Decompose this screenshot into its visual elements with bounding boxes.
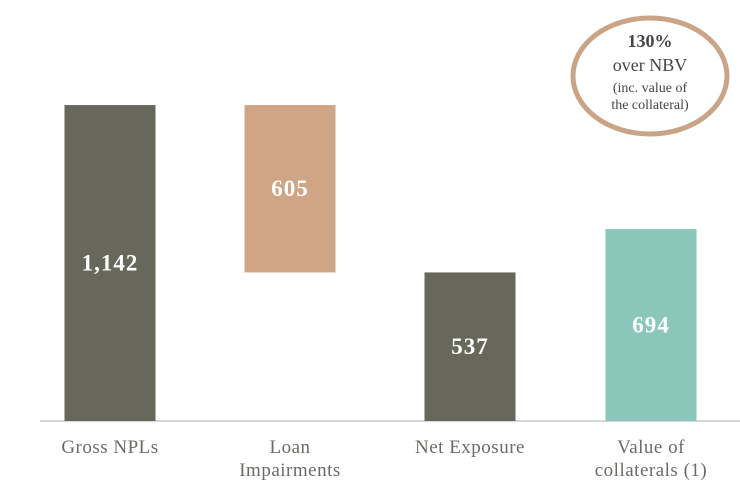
annotation-subtitle: over NBV [613,55,688,75]
bar [424,272,516,421]
annotation-line: the collateral) [611,98,689,113]
value-label: 605 [271,176,309,201]
annotation-line: (inc. value of [613,81,688,96]
value-label: 694 [632,312,670,337]
annotation-circle [570,15,730,137]
bar [605,228,697,421]
x-tick-label: Net Exposure [415,437,525,458]
bar [244,105,336,273]
x-tick-label: Loan Impairments [239,437,341,481]
bar [64,105,156,422]
annotation-title: 130% [628,31,673,51]
value-label: 1,142 [82,250,139,275]
value-label: 537 [451,334,489,359]
x-tick-label: Gross NPLs [61,437,159,458]
x-tick-label: Value of collaterals (1) [594,437,708,481]
